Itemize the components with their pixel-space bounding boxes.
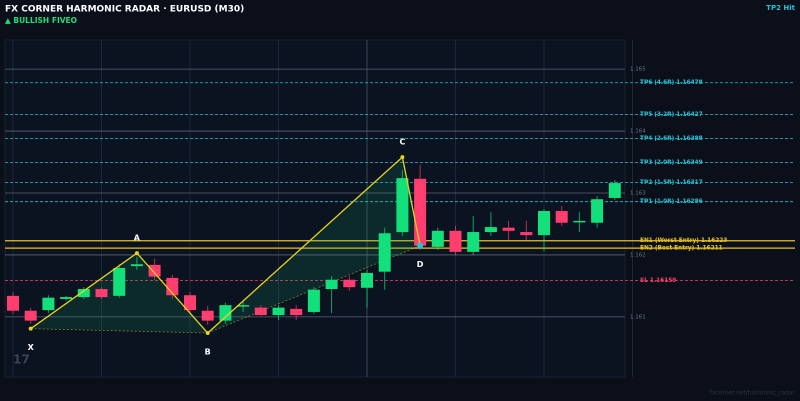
pattern-base — [30, 328, 208, 334]
y-tick-label: 1.163 — [630, 191, 646, 197]
level-label: SL 1.16159 — [640, 278, 676, 284]
candle-body — [219, 305, 232, 321]
pattern-point — [205, 331, 210, 336]
candle-body — [396, 178, 409, 233]
pattern-point — [134, 251, 139, 256]
candle-body — [166, 277, 179, 296]
level-label: TP6 (4.6R) 1.16478 — [640, 80, 703, 86]
level-label: TP4 (2.6R) 1.16388 — [640, 136, 703, 142]
candle-body — [237, 305, 250, 307]
candle-body — [95, 289, 108, 298]
candle-body — [24, 310, 37, 321]
candle-body — [449, 230, 462, 252]
level-label: TP3 (2.0R) 1.16349 — [640, 160, 703, 166]
chart-title: FX CORNER HARMONIC RADAR · EURUSD (M30) — [5, 5, 244, 15]
candle-body — [520, 232, 533, 236]
candle-body — [42, 297, 55, 311]
pattern-label: D — [417, 260, 424, 269]
candle-body — [325, 279, 338, 290]
candle-body — [307, 289, 320, 312]
status: TP2 Hit — [766, 4, 795, 12]
y-tick-label: 1.161 — [630, 314, 646, 320]
y-tick-label: 1.164 — [630, 129, 646, 135]
candle-body — [254, 307, 267, 316]
candle-body — [361, 272, 373, 288]
candle-body — [484, 227, 497, 233]
pattern-label: B — [205, 348, 211, 357]
pattern-point — [417, 242, 424, 249]
candle-body — [502, 227, 515, 231]
candle-body — [272, 307, 285, 316]
candle-body — [201, 310, 214, 321]
level-label: TP2 (1.5R) 1.16317 — [640, 180, 703, 186]
level-label: TP1 (1.0R) 1.16286 — [640, 199, 703, 205]
level-label: TP5 (3.2R) 1.16427 — [640, 112, 703, 118]
candle-body — [573, 220, 586, 223]
candle-body — [113, 267, 126, 296]
candle-body — [414, 178, 427, 246]
candle-body — [130, 264, 143, 267]
plot-area — [4, 39, 626, 378]
candle-body — [591, 199, 604, 223]
level-label: EN1 (Worst Entry) 1.16223 — [640, 238, 727, 244]
y-tick-label: 1.162 — [630, 252, 646, 258]
candle-body — [431, 230, 444, 247]
candle-body — [555, 210, 568, 223]
candle-body — [538, 210, 550, 236]
pattern-fill — [207, 157, 421, 334]
signal: ▲ BULLISH FIVEO — [5, 16, 77, 25]
candle-body — [608, 183, 621, 198]
candle-body — [184, 295, 196, 311]
pattern-label: C — [399, 138, 405, 147]
candle-body — [148, 264, 161, 277]
level-label: EN2 (Best Entry) 1.16211 — [640, 246, 723, 252]
y-tick-label: 1.165 — [630, 67, 646, 73]
candle-body — [77, 289, 90, 298]
counter: 17 — [13, 353, 30, 367]
watermark: fxcorner.net/harmonic_radar — [710, 390, 796, 397]
pattern-label: A — [134, 234, 141, 243]
candle-body — [7, 295, 19, 311]
candle-body — [60, 297, 73, 299]
pattern-point — [28, 326, 33, 331]
candle-body — [343, 279, 356, 288]
candle-body — [290, 308, 303, 316]
candle-body — [467, 232, 480, 252]
pattern-point — [400, 155, 405, 160]
pattern-label: X — [28, 343, 35, 352]
candle-body — [378, 233, 391, 272]
